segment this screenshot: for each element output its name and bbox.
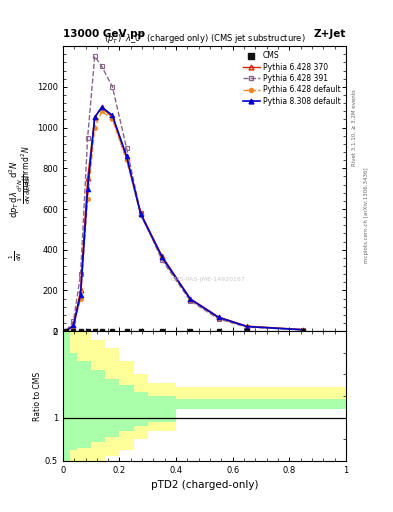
Text: $\mathrm{mathrm\,d}^2N$: $\mathrm{mathrm\,d}^2N$	[20, 145, 32, 193]
Text: Rivet 3.1.10, ≥ 3.2M events: Rivet 3.1.10, ≥ 3.2M events	[352, 90, 357, 166]
Text: mcplots.cern.ch [arXiv:1306.3436]: mcplots.cern.ch [arXiv:1306.3436]	[364, 167, 369, 263]
Text: Z+Jet: Z+Jet	[314, 29, 346, 39]
Text: $\mathrm{d}p_T\,\mathrm{d}\lambda$: $\mathrm{d}p_T\,\mathrm{d}\lambda$	[8, 191, 21, 219]
Text: $\frac{1}{\mathrm{d}N}$: $\frac{1}{\mathrm{d}N}$	[8, 251, 24, 261]
Y-axis label: $\frac{1}{\mathrm{d}N}\frac{\mathrm{d}^2N}{\mathrm{d}p_T\mathrm{d}\lambda}$: $\frac{1}{\mathrm{d}N}\frac{\mathrm{d}^2…	[16, 174, 34, 204]
X-axis label: pTD2 (charged-only): pTD2 (charged-only)	[151, 480, 258, 490]
Legend: CMS, Pythia 6.428 370, Pythia 6.428 391, Pythia 6.428 default, Pythia 8.308 defa: CMS, Pythia 6.428 370, Pythia 6.428 391,…	[241, 50, 342, 107]
Text: CMS-PAS-JME-14920187: CMS-PAS-JME-14920187	[171, 278, 245, 283]
Text: $\mathrm{d}^2N$: $\mathrm{d}^2N$	[8, 160, 20, 178]
Y-axis label: Ratio to CMS: Ratio to CMS	[33, 371, 42, 420]
Text: 13000 GeV pp: 13000 GeV pp	[63, 29, 145, 39]
Title: $(p_T^D)^2\lambda\_0^2$ (charged only) (CMS jet substructure): $(p_T^D)^2\lambda\_0^2$ (charged only) (…	[103, 31, 305, 46]
